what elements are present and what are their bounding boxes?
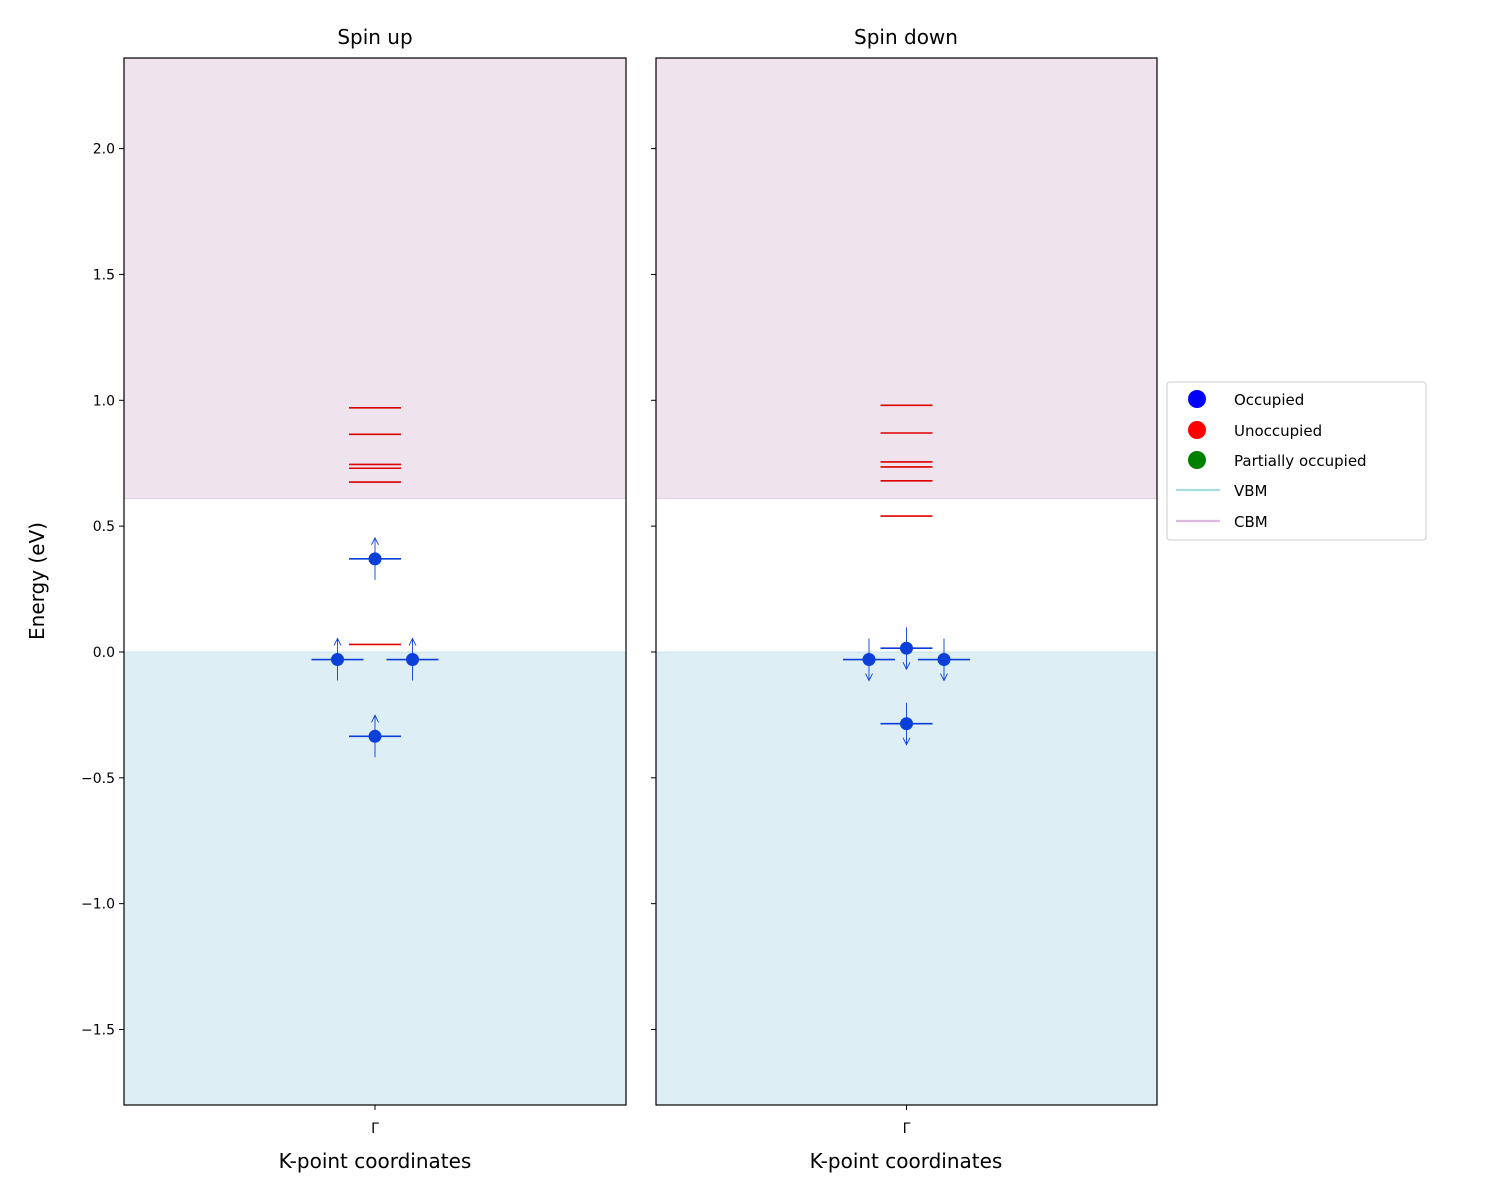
occupied-point xyxy=(368,552,382,566)
spin-arrow-head xyxy=(865,673,873,682)
panel-right: Γ xyxy=(651,57,1158,1137)
legend-marker-occupied xyxy=(1188,390,1206,408)
y-tick-label: 1.0 xyxy=(93,393,115,409)
legend-label-vbm: VBM xyxy=(1234,482,1268,500)
legend: Occupied Unoccupied Partially occupied V… xyxy=(1166,381,1427,541)
legend-frame xyxy=(1166,381,1427,541)
spin-arrow-head xyxy=(940,673,948,682)
spin-arrow-head xyxy=(371,536,379,546)
x-axis-label-right: K-point coordinates xyxy=(810,1149,1003,1173)
spin-arrow-head xyxy=(408,637,417,646)
occupied-point xyxy=(900,641,913,655)
y-tick-label: 1.5 xyxy=(93,267,115,283)
y-axis-label: Energy (eV) xyxy=(25,522,49,640)
cbm-region xyxy=(656,58,1157,499)
x-tick-label: Γ xyxy=(903,1121,911,1137)
occupied-point xyxy=(368,729,382,743)
y-tick-label: −1.5 xyxy=(81,1022,115,1038)
panel-title-right: Spin down xyxy=(854,25,958,49)
panels-layer: −1.5 −1.0 −0.5 0.0 0.5 1.0 1.5 2.0 Γ Γ xyxy=(81,57,1158,1137)
y-tick-label: 0.0 xyxy=(93,645,115,661)
panel-left: −1.5 −1.0 −0.5 0.0 0.5 1.0 1.5 2.0 Γ xyxy=(81,57,627,1137)
occupied-point xyxy=(406,653,419,667)
legend-marker-unoccupied xyxy=(1188,421,1206,439)
y-tick-label: −1.0 xyxy=(81,897,115,913)
legend-label-cbm: CBM xyxy=(1234,513,1268,531)
cbm-region xyxy=(124,58,626,499)
legend-label-occupied: Occupied xyxy=(1234,391,1304,409)
occupied-point xyxy=(937,653,951,667)
occupied-point xyxy=(862,653,876,667)
panel-title-left: Spin up xyxy=(337,25,412,49)
y-tick-label: 0.5 xyxy=(93,519,115,535)
spin-arrow-head xyxy=(333,637,342,646)
occupied-point xyxy=(900,717,913,731)
spin-arrow-head xyxy=(902,737,911,746)
spin-arrow-head xyxy=(902,661,911,671)
legend-marker-partially-occupied xyxy=(1188,451,1206,469)
occupied-point xyxy=(331,653,344,667)
legend-label-unoccupied: Unoccupied xyxy=(1234,422,1322,440)
x-tick-label: Γ xyxy=(371,1121,379,1137)
x-axis-label-left: K-point coordinates xyxy=(279,1149,472,1173)
legend-label-partially-occupied: Partially occupied xyxy=(1234,452,1367,470)
y-tick-label: −0.5 xyxy=(81,771,115,787)
y-tick-label: 2.0 xyxy=(93,142,115,158)
spin-arrow-head xyxy=(371,714,379,723)
